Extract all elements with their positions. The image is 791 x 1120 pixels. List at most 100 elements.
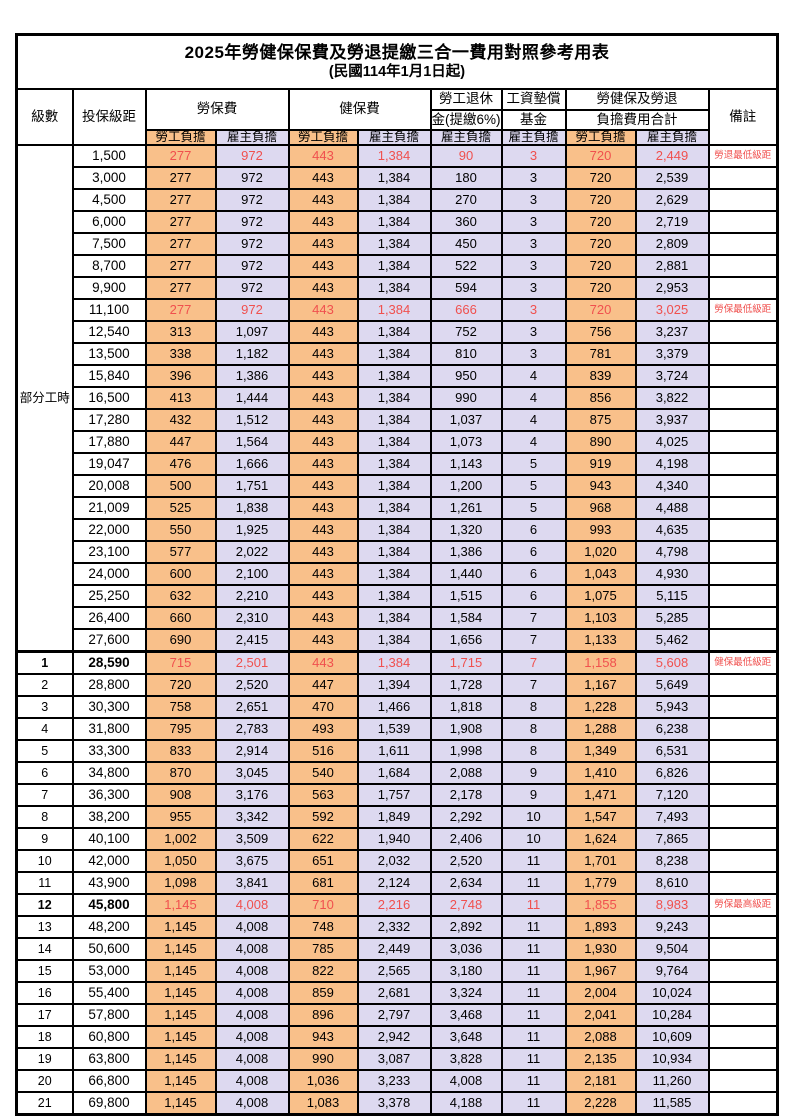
value-cell: 2,748 bbox=[429, 893, 503, 918]
value-cell: 856 bbox=[564, 386, 637, 411]
bracket-cell: 40,100 bbox=[71, 827, 147, 852]
value-cell: 1,098 bbox=[144, 871, 217, 896]
value-cell: 3 bbox=[500, 276, 567, 301]
value-cell: 2,953 bbox=[634, 276, 710, 301]
value-cell: 2,004 bbox=[564, 981, 637, 1006]
value-cell: 11 bbox=[500, 1091, 567, 1116]
value-cell: 1,715 bbox=[429, 650, 503, 676]
value-cell: 1,384 bbox=[356, 298, 432, 323]
bracket-cell: 50,600 bbox=[71, 937, 147, 962]
value-cell: 972 bbox=[214, 188, 290, 213]
value-cell: 1,466 bbox=[356, 695, 432, 720]
value-cell: 1,384 bbox=[356, 606, 432, 631]
bracket-cell: 1,500 bbox=[71, 144, 147, 169]
value-cell: 277 bbox=[144, 254, 217, 279]
remark-cell bbox=[707, 673, 779, 698]
value-cell: 8,983 bbox=[634, 893, 710, 918]
value-cell: 1,394 bbox=[356, 673, 432, 698]
value-cell: 2,449 bbox=[634, 144, 710, 169]
value-cell: 4,008 bbox=[214, 1003, 290, 1028]
value-cell: 1,384 bbox=[356, 210, 432, 235]
table-row: 15 53,000 1,145 4,008 822 2,565 3,180 11 1,967 9,… bbox=[15, 959, 779, 984]
remark-cell bbox=[707, 364, 779, 389]
table-row: 16,500 413 1,444 443 1,384 990 4 856 3,822 bbox=[17, 386, 779, 411]
value-cell: 5,115 bbox=[634, 584, 710, 609]
value-cell: 5,943 bbox=[634, 695, 710, 720]
remark-cell bbox=[707, 540, 779, 565]
value-cell: 1,539 bbox=[356, 717, 432, 742]
value-cell: 447 bbox=[144, 430, 217, 455]
value-cell: 2,216 bbox=[356, 893, 432, 918]
value-cell: 2,783 bbox=[214, 717, 290, 742]
value-cell: 1,701 bbox=[564, 849, 637, 874]
table-row: 17 57,800 1,145 4,008 896 2,797 3,468 11 2,041 10… bbox=[15, 1003, 779, 1028]
value-cell: 6 bbox=[500, 584, 567, 609]
bracket-cell: 16,500 bbox=[71, 386, 147, 411]
value-cell: 1,037 bbox=[429, 408, 503, 433]
value-cell: 4,008 bbox=[214, 893, 290, 918]
col-header-wage-fund-line2: 基金 bbox=[500, 109, 567, 131]
header-row-1: 級數 投保級距 勞保費 健保費 勞工退休 工資墊償 勞健保及勞退 備註 bbox=[15, 87, 779, 147]
remark-cell bbox=[707, 584, 779, 609]
remark-cell: 健保最低級距 bbox=[707, 650, 779, 676]
value-cell: 748 bbox=[287, 915, 359, 940]
bracket-cell: 13,500 bbox=[71, 342, 147, 367]
value-cell: 5,649 bbox=[634, 673, 710, 698]
remark-cell bbox=[707, 871, 779, 896]
value-cell: 972 bbox=[214, 144, 290, 169]
value-cell: 1,512 bbox=[214, 408, 290, 433]
value-cell: 180 bbox=[429, 166, 503, 191]
level-cell: 12 bbox=[15, 893, 74, 918]
value-cell: 1,855 bbox=[564, 893, 637, 918]
value-cell: 2,135 bbox=[564, 1047, 637, 1072]
value-cell: 1,143 bbox=[429, 452, 503, 477]
value-cell: 950 bbox=[429, 364, 503, 389]
remark-cell bbox=[707, 210, 779, 235]
value-cell: 2,634 bbox=[429, 871, 503, 896]
value-cell: 443 bbox=[287, 606, 359, 631]
value-cell: 2,088 bbox=[564, 1025, 637, 1050]
value-cell: 795 bbox=[144, 717, 217, 742]
header-row-3: 勞工負擔 雇主負擔 勞工負擔 雇主負擔 雇主負擔 雇主負擔 勞工負擔 雇主負擔 bbox=[17, 128, 778, 147]
table-row: 1 28,590 715 2,501 443 1,384 1,715 7 1,158 5,608 健… bbox=[15, 650, 779, 676]
value-cell: 9,243 bbox=[634, 915, 710, 940]
value-cell: 10,284 bbox=[634, 1003, 710, 1028]
value-cell: 10,609 bbox=[634, 1025, 710, 1050]
remark-cell bbox=[707, 386, 779, 411]
level-cell: 21 bbox=[15, 1091, 74, 1116]
value-cell: 3 bbox=[500, 144, 567, 169]
subheader-pension-employer: 雇主負擔 bbox=[429, 128, 503, 147]
value-cell: 710 bbox=[287, 893, 359, 918]
subheader-health-employer: 雇主負擔 bbox=[356, 128, 432, 147]
table-row: 9 40,100 1,002 3,509 622 1,940 2,406 10 1,624 7,8… bbox=[15, 827, 779, 852]
value-cell: 277 bbox=[144, 166, 217, 191]
table-row: 部分工時 1,500 277 972 443 1,384 90 3 720 2,449 勞退最低級距 bbox=[15, 144, 779, 653]
value-cell: 2,539 bbox=[634, 166, 710, 191]
bracket-cell: 53,000 bbox=[71, 959, 147, 984]
value-cell: 2,041 bbox=[564, 1003, 637, 1028]
remark-cell bbox=[707, 761, 779, 786]
level-cell: 14 bbox=[15, 937, 74, 962]
level-cell: 4 bbox=[15, 717, 74, 742]
value-cell: 9,504 bbox=[634, 937, 710, 962]
value-cell: 443 bbox=[287, 540, 359, 565]
table-row: 3 30,300 758 2,651 470 1,466 1,818 8 1,228 5,943 bbox=[15, 695, 779, 720]
value-cell: 666 bbox=[429, 298, 503, 323]
remark-cell bbox=[707, 1069, 779, 1094]
value-cell: 3,724 bbox=[634, 364, 710, 389]
value-cell: 2,942 bbox=[356, 1025, 432, 1050]
value-cell: 1,097 bbox=[214, 320, 290, 345]
value-cell: 2,629 bbox=[634, 188, 710, 213]
title-row: 2025年勞健保保費及勞退提繳三合一費用對照參考用表 (民國114年1月1日起) bbox=[15, 33, 779, 90]
table-row: 20 66,800 1,145 4,008 1,036 3,233 4,008 11 2,181… bbox=[15, 1069, 779, 1094]
value-cell: 90 bbox=[429, 144, 503, 169]
value-cell: 1,384 bbox=[356, 408, 432, 433]
value-cell: 1,020 bbox=[564, 540, 637, 565]
value-cell: 3,176 bbox=[214, 783, 290, 808]
value-cell: 443 bbox=[287, 474, 359, 499]
bracket-cell: 38,200 bbox=[71, 805, 147, 830]
value-cell: 6,826 bbox=[634, 761, 710, 786]
remark-cell bbox=[707, 452, 779, 477]
table-row: 4 31,800 795 2,783 493 1,539 1,908 8 1,288 6,238 bbox=[15, 717, 779, 742]
level-cell: 19 bbox=[15, 1047, 74, 1072]
